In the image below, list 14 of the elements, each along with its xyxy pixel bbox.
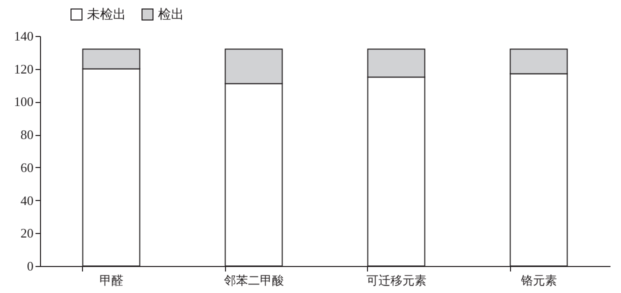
y-tick-label: 140 [14,28,34,44]
y-tick-label: 100 [14,94,34,110]
y-tick-label: 80 [20,127,34,142]
legend-label: 检出 [158,8,184,23]
y-tick-label: 20 [20,226,34,241]
x-tick-label: 可迁移元素 [366,274,426,288]
y-tick-label: 120 [14,61,34,76]
y-tick-label: 60 [20,160,34,175]
legend-label: 未检出 [87,8,126,23]
x-tick-label: 邻苯二甲酸 [224,274,284,288]
x-tick-label: 铬元素 [520,274,557,288]
x-tick-label: 甲醛 [99,274,124,288]
y-tick-label: 40 [20,192,34,208]
y-tick-label: 0 [27,258,34,274]
